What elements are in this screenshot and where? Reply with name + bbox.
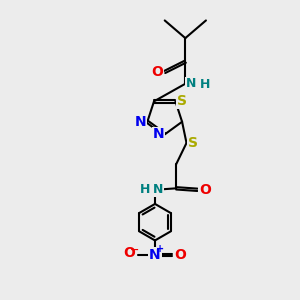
Text: N: N [149, 248, 161, 262]
Text: N: N [153, 183, 164, 196]
Text: H: H [200, 78, 210, 91]
Text: H: H [140, 183, 151, 196]
Text: +: + [156, 244, 164, 254]
Text: O: O [152, 65, 163, 79]
Text: O: O [174, 248, 186, 262]
Text: S: S [188, 136, 198, 150]
Text: N: N [185, 77, 196, 90]
Text: O: O [199, 183, 211, 197]
Text: N: N [152, 128, 164, 141]
Text: O: O [124, 246, 136, 260]
Text: S: S [177, 94, 187, 108]
Text: −: − [130, 245, 140, 255]
Text: N: N [135, 115, 147, 129]
